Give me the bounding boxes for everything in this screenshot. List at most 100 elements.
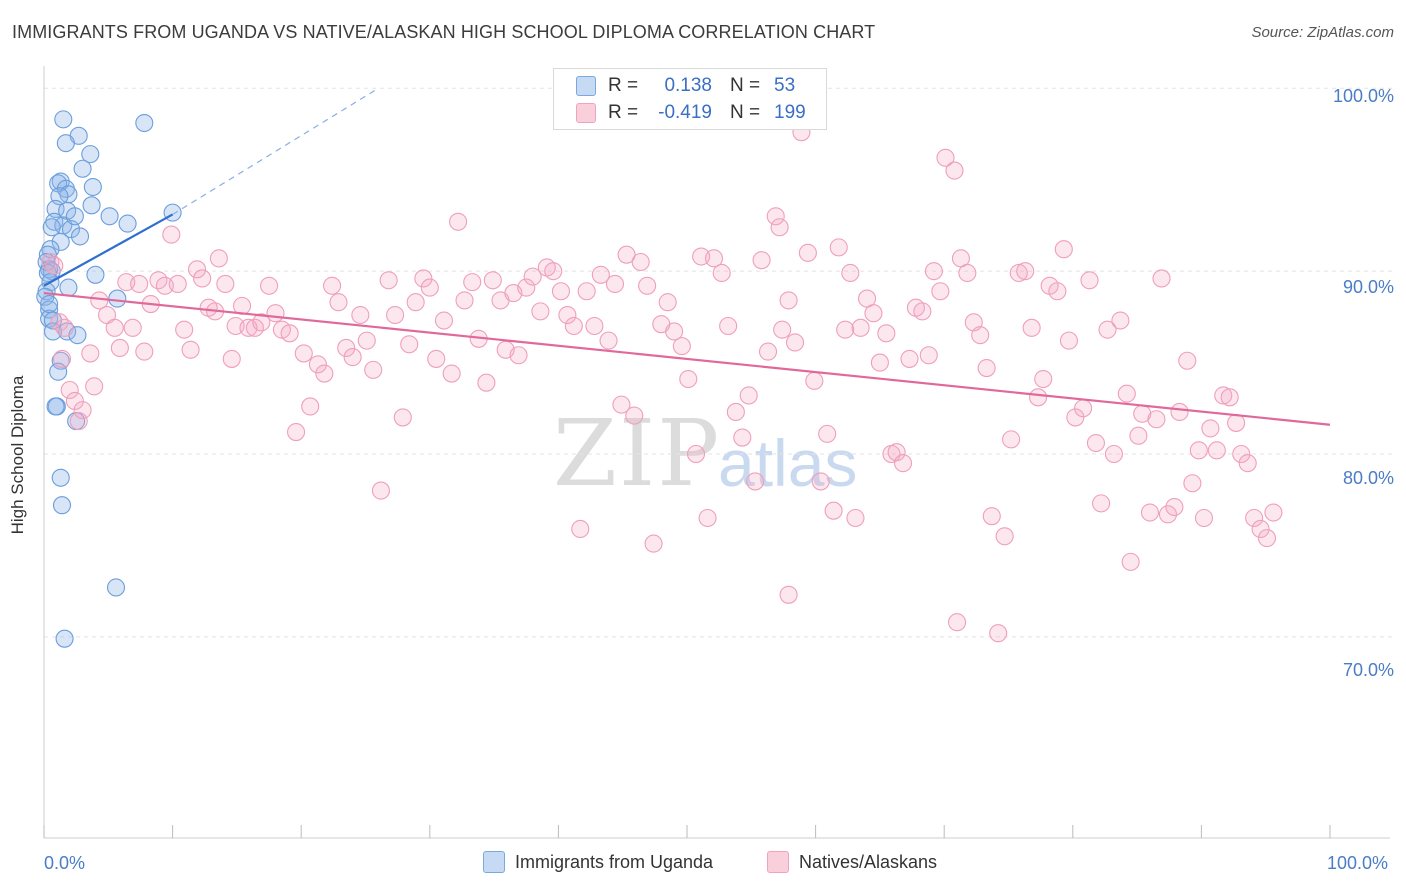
natives-point xyxy=(517,278,536,297)
natives-point xyxy=(770,218,789,237)
natives-point xyxy=(864,304,883,323)
natives-point xyxy=(1245,508,1264,528)
natives-point xyxy=(841,263,860,283)
natives-point xyxy=(585,316,604,336)
natives-point xyxy=(1251,519,1270,539)
pink-swatch xyxy=(767,851,789,873)
natives-point xyxy=(958,263,977,283)
natives-point xyxy=(337,338,356,357)
natives-point xyxy=(442,364,461,383)
natives-point xyxy=(294,344,313,363)
natives-point xyxy=(364,360,383,379)
stats-legend: R = 0.138 N = 53 R = -0.419 N = 199 xyxy=(553,68,827,130)
natives-point xyxy=(371,481,390,500)
natives-point xyxy=(1086,433,1105,453)
natives-point xyxy=(420,278,439,297)
uganda-point xyxy=(46,397,65,416)
uganda-point xyxy=(100,207,119,226)
uganda-point xyxy=(40,300,59,319)
natives-point xyxy=(1178,351,1197,370)
uganda-point xyxy=(70,227,90,246)
natives-point xyxy=(1016,262,1035,281)
natives-point xyxy=(739,386,758,405)
natives-point xyxy=(463,273,482,292)
uganda-point xyxy=(54,110,73,129)
natives-point xyxy=(181,340,200,359)
natives-point xyxy=(1104,444,1124,464)
natives-trend-line xyxy=(43,291,1331,426)
natives-point xyxy=(758,342,778,361)
natives-point xyxy=(679,369,698,389)
r-label: R = xyxy=(608,75,639,96)
natives-point xyxy=(1054,240,1073,259)
natives-point xyxy=(1092,494,1111,513)
blue-swatch xyxy=(576,76,596,96)
x-tick-label: 0.0% xyxy=(44,853,86,873)
y-axis-label: High School Diploma xyxy=(8,375,27,535)
natives-point xyxy=(1029,388,1048,407)
natives-point xyxy=(379,271,398,290)
uganda-point xyxy=(65,207,84,226)
natives-point xyxy=(1170,402,1189,421)
natives-point xyxy=(672,337,691,356)
natives-point xyxy=(280,324,299,343)
uganda-point xyxy=(59,278,78,297)
uganda-point xyxy=(56,134,75,153)
natives-point xyxy=(1147,410,1166,429)
legend-label: Immigrants from Uganda xyxy=(515,851,714,872)
uganda-trend-line xyxy=(43,213,174,287)
uganda-point xyxy=(55,629,74,648)
natives-point xyxy=(1048,282,1067,301)
natives-point xyxy=(924,262,943,281)
n-value: 199 xyxy=(774,102,806,123)
stats-row-natives: R = -0.419 N = 199 xyxy=(576,100,806,126)
natives-point xyxy=(209,249,228,268)
natives-point xyxy=(55,318,74,337)
natives-point xyxy=(811,472,830,491)
natives-point xyxy=(558,305,577,325)
natives-point xyxy=(414,269,433,288)
natives-point xyxy=(357,331,376,350)
natives-point xyxy=(665,322,684,341)
r-label: R = xyxy=(608,102,639,123)
uganda-point xyxy=(73,159,92,178)
legend-label: Natives/Alaskans xyxy=(799,851,938,872)
natives-point xyxy=(1022,318,1041,337)
natives-point xyxy=(824,501,843,520)
natives-point xyxy=(509,346,528,365)
uganda-point xyxy=(135,113,154,133)
natives-point xyxy=(1158,505,1178,524)
natives-point xyxy=(50,313,69,332)
natives-point xyxy=(733,428,752,447)
natives-point xyxy=(1009,263,1028,283)
natives-point xyxy=(351,305,370,325)
natives-point xyxy=(577,282,596,301)
uganda-point xyxy=(118,214,137,233)
legend-item-uganda: Immigrants from Uganda xyxy=(483,851,713,873)
stats-row-uganda: R = 0.138 N = 53 xyxy=(576,73,795,99)
natives-point xyxy=(1111,311,1130,330)
natives-point xyxy=(60,380,79,400)
pink-swatch xyxy=(576,103,596,123)
uganda-point xyxy=(42,218,61,237)
natives-point xyxy=(69,412,88,431)
natives-point xyxy=(162,225,181,244)
natives-point xyxy=(287,423,306,442)
natives-point xyxy=(123,318,142,337)
r-value: -0.419 xyxy=(658,102,712,123)
natives-point xyxy=(945,161,964,180)
uganda-point xyxy=(51,232,70,251)
natives-point xyxy=(625,406,644,425)
natives-point xyxy=(130,274,149,293)
natives-point xyxy=(1117,384,1136,403)
y-tick-label: 80.0% xyxy=(1342,468,1394,488)
natives-point xyxy=(704,249,724,268)
natives-point xyxy=(995,527,1014,546)
natives-point xyxy=(779,291,798,310)
natives-point xyxy=(746,472,765,491)
natives-point xyxy=(982,507,1001,526)
natives-point xyxy=(259,276,279,295)
natives-point xyxy=(851,318,870,337)
natives-point xyxy=(752,251,771,270)
